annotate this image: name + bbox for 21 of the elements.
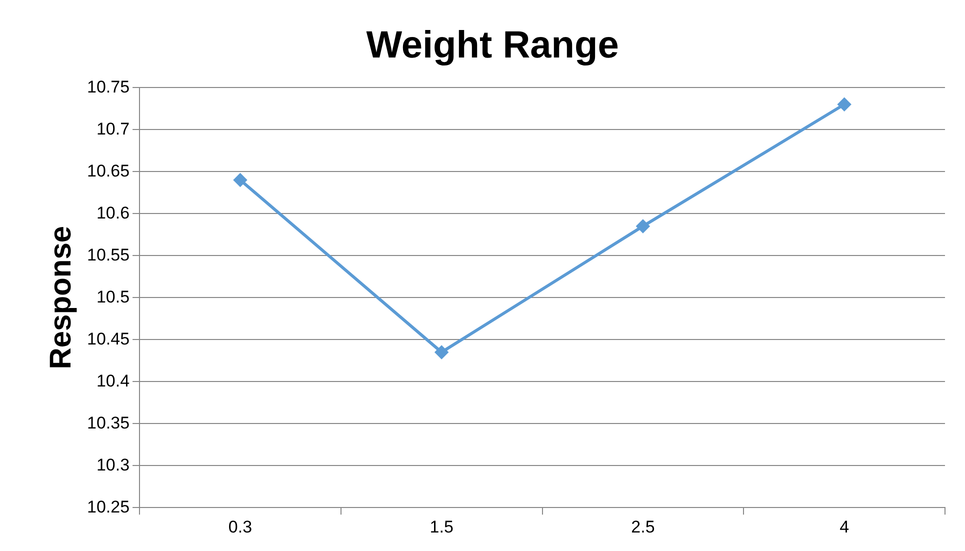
x-tick-label: 2.5 bbox=[631, 517, 655, 536]
y-tick-label: 10.55 bbox=[86, 245, 130, 264]
x-tick-label: 0.3 bbox=[228, 517, 252, 536]
y-tick-label: 10.4 bbox=[96, 371, 130, 390]
x-tick-label: 4 bbox=[840, 517, 850, 536]
point bbox=[636, 220, 650, 233]
y-tick-label: 10.65 bbox=[86, 161, 130, 180]
point bbox=[435, 346, 448, 359]
y-tick-label: 10.6 bbox=[96, 203, 130, 222]
chart-title: Weight Range bbox=[366, 24, 619, 66]
y-tick-label: 10.75 bbox=[86, 77, 130, 96]
y-tick-label: 10.5 bbox=[96, 287, 130, 306]
y-axis-title: Response bbox=[44, 226, 78, 370]
point bbox=[838, 98, 851, 111]
y-tick-label: 10.25 bbox=[86, 497, 130, 516]
y-tick-label: 10.3 bbox=[96, 455, 130, 474]
y-tick-label: 10.7 bbox=[96, 119, 130, 138]
point bbox=[234, 174, 247, 186]
x-tick-label: 1.5 bbox=[430, 517, 454, 536]
y-tick-label: 10.45 bbox=[86, 329, 130, 348]
y-tick-label: 10.35 bbox=[86, 413, 130, 432]
